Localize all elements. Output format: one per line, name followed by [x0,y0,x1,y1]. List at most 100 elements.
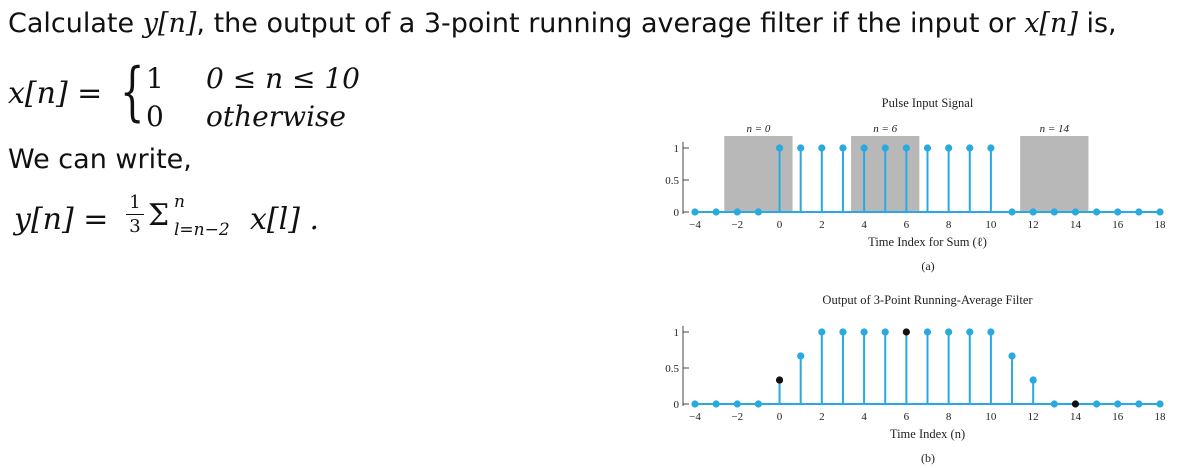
window-label: n = 6 [873,123,897,135]
stem-marker [733,400,741,408]
x-tick-label: −4 [689,411,701,423]
stem-marker [1071,400,1080,408]
stem-marker [818,328,826,336]
stem-marker [987,144,995,152]
x-tick-label: 4 [861,219,867,231]
x-tick-label: 12 [1028,411,1039,423]
stem-marker [987,328,995,336]
piecewise-row1-value: 1 [146,62,164,95]
fraction-bar [126,214,144,215]
x-tick-label: 16 [1112,411,1124,423]
chart-title: Output of 3-Point Running-Average Filter [822,293,1033,307]
y-tick-label: 0.5 [665,363,679,375]
stem-marker [797,352,805,360]
stem-marker [1071,208,1080,216]
x-tick-label: 0 [777,411,783,423]
piecewise-row2-condition: otherwise [206,100,346,133]
stem-marker [945,144,953,152]
stem-marker [1029,208,1037,216]
stem-marker [1135,208,1143,216]
stem-marker [839,144,847,152]
x-tick-label: 2 [819,411,825,423]
stem-marker [1135,400,1143,408]
window-label: n = 0 [746,123,770,135]
x-tick-label: 10 [985,219,997,231]
sum-upper-limit: n [174,192,185,212]
stem-marker [860,144,868,152]
stem-marker [775,376,784,384]
stem-marker [712,400,720,408]
formula-fraction: 1 3 [126,192,144,237]
stem-marker [1114,400,1122,408]
question-part3: is, [1077,8,1117,39]
stem-marker [881,144,889,152]
x-tick-label: −2 [731,219,743,231]
x-tick-label: 10 [985,411,997,423]
figure-a-caption: (a) [921,259,934,273]
piecewise-row-1: 1 0 ≤ n ≤ 10 [146,62,360,95]
x-tick-label: 16 [1112,219,1124,231]
stem-marker [860,328,868,336]
piecewise-definition: x[n] = { 1 0 ≤ n ≤ 10 0 otherwise [8,55,388,142]
piecewise-lhs: x[n] = [8,76,103,111]
chart-b-filter-output: Output of 3-Point Running-Average Filter… [665,293,1166,441]
we-can-write-text: We can write, [8,144,192,175]
piecewise-row2-value: 0 [146,100,164,133]
x-tick-label: 6 [904,411,910,423]
chart-a-pulse-input: Pulse Input Signal n = 0 n = 6 n = 14 0 0.5 1 −… [665,96,1166,249]
running-average-formula: y[n] = 1 3 Σ n l=n−2 x[l] . [14,192,354,252]
stem-marker [754,208,763,216]
question-yn: y[n] [142,8,197,39]
stem-marker [818,144,826,152]
x-tick-label: 14 [1070,411,1082,423]
stem-marker [1050,208,1058,216]
stem-marker [712,208,720,216]
y-tick-label: 0 [674,399,680,411]
x-tick-label: 2 [819,219,825,231]
x-axis-label: Time Index for Sum (ℓ) [868,235,987,249]
x-tick-label: 6 [904,219,910,231]
stem-marker [902,328,910,336]
stem-marker [691,400,699,408]
fraction-denominator: 3 [129,216,141,237]
figure-b-caption: (b) [921,451,935,465]
x-tick-label: 8 [946,219,952,231]
question-text: Calculate y[n], the output of a 3-point … [8,8,1117,39]
y-tick-label: 0 [674,207,680,219]
piecewise-brace: { [120,55,145,129]
stem-marker [691,208,699,216]
stem-marker [839,328,847,336]
x-tick-label: 18 [1155,219,1167,231]
stem-marker [797,144,805,152]
formula-term: x[l] . [250,202,319,237]
question-part2: , the output of a 3-point running averag… [196,8,1025,39]
x-tick-label: 4 [861,411,867,423]
x-axis-label: Time Index (n) [890,427,965,441]
x-tick-label: 8 [946,411,952,423]
piecewise-row-2: 0 otherwise [146,100,346,133]
stem-marker [881,328,889,336]
stem-marker [1029,376,1037,384]
stem-marker [1092,400,1101,408]
y-tick-label: 1 [674,143,680,155]
question-part1: Calculate [8,8,143,39]
stem-marker [966,144,974,152]
chart-title: Pulse Input Signal [882,96,974,110]
stem-marker [754,400,763,408]
x-tick-label: 12 [1028,219,1039,231]
x-tick-label: −4 [689,219,701,231]
x-tick-label: 14 [1070,219,1082,231]
formula-lhs: y[n] = [14,202,109,237]
y-tick-label: 0.5 [665,175,679,187]
sum-lower-limit: l=n−2 [174,220,230,240]
stem-marker [923,328,932,336]
piecewise-row1-condition: 0 ≤ n ≤ 10 [206,62,360,95]
stem-marker [966,328,974,336]
stem-marker [1156,400,1164,408]
window-label: n = 14 [1040,123,1070,135]
stem-marker [733,208,741,216]
x-tick-label: 18 [1155,411,1167,423]
stem-marker [1008,208,1016,216]
sigma-symbol: Σ [148,198,170,233]
